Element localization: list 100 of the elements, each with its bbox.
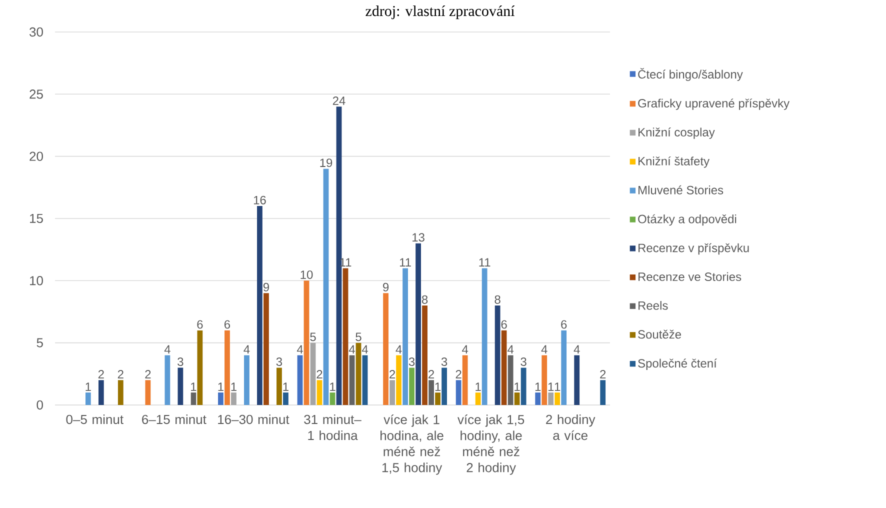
- data-label: 6: [197, 320, 203, 329]
- bar: [362, 355, 368, 405]
- bar: [264, 293, 269, 405]
- legend-label: Reels: [638, 301, 668, 310]
- data-label: 4: [296, 345, 303, 354]
- data-label: 6: [224, 320, 230, 329]
- data-label: 4: [348, 345, 355, 354]
- data-label: 1: [86, 382, 91, 391]
- bar: [561, 330, 567, 405]
- legend-label: Soutěže: [638, 330, 682, 339]
- data-label: 24: [332, 96, 346, 105]
- bar: [330, 392, 336, 405]
- data-label: 1: [330, 382, 336, 391]
- bar: [600, 380, 606, 405]
- data-label: 2: [600, 370, 606, 378]
- data-label: 4: [396, 345, 402, 354]
- data-label: 2: [98, 370, 104, 378]
- bar: [164, 355, 170, 405]
- legend-label: Čtecí bingo/šablony: [638, 68, 743, 81]
- x-tick-label: více jak 1 hodina, ale méně než 1,5 hodiny: [380, 414, 444, 475]
- bar: [402, 268, 408, 405]
- y-tick-label: 20: [30, 152, 43, 161]
- bar: [257, 206, 262, 405]
- bar: [356, 342, 362, 405]
- data-label: 4: [164, 345, 170, 354]
- bar: [416, 243, 421, 405]
- data-label: 5: [310, 332, 316, 342]
- bar: [442, 368, 447, 405]
- data-label: 8: [494, 295, 500, 304]
- bar: [342, 268, 348, 405]
- bar: [323, 168, 329, 405]
- bar: [501, 330, 507, 405]
- bar: [542, 355, 548, 405]
- data-label: 4: [362, 345, 368, 354]
- bar: [390, 380, 395, 405]
- bar: [514, 392, 520, 405]
- data-label: 2: [428, 370, 434, 378]
- data-label: 1: [514, 382, 520, 391]
- data-label: 1: [554, 382, 560, 391]
- data-label: 4: [244, 345, 250, 354]
- bar: [422, 306, 428, 405]
- bar: [494, 306, 500, 405]
- bar: [520, 368, 526, 405]
- data-label: 9: [383, 282, 389, 292]
- data-label: 6: [501, 320, 507, 329]
- legend-label: Graficky upravené příspěvky: [638, 98, 790, 110]
- bar: [383, 293, 388, 405]
- data-label: 2: [316, 370, 322, 378]
- bar: [475, 392, 481, 405]
- data-label: 3: [408, 357, 415, 366]
- data-label: 2: [390, 370, 396, 378]
- bar: [178, 368, 184, 405]
- data-label: 2: [145, 370, 151, 378]
- bar: [283, 392, 288, 405]
- data-label: 16: [254, 196, 266, 204]
- data-label: 13: [412, 233, 424, 242]
- y-tick-label: 30: [30, 27, 43, 37]
- data-label: 1: [191, 382, 196, 391]
- bar: [304, 280, 310, 405]
- data-label: 6: [561, 320, 567, 329]
- legend-label: Knižní cosplay: [638, 128, 715, 139]
- data-label: 4: [541, 345, 548, 354]
- data-label: 1: [218, 382, 224, 391]
- bar: [218, 392, 224, 405]
- bar: [349, 355, 355, 405]
- y-tick-label: 10: [30, 276, 43, 286]
- data-label: 4: [462, 345, 468, 354]
- data-label: 1: [548, 382, 554, 391]
- bar: [428, 380, 434, 405]
- bar: [197, 330, 203, 405]
- bar: [456, 380, 462, 405]
- data-label: 5: [356, 332, 362, 342]
- x-tick-label: více jak 1,5 hodiny, ale méně než 2 hodiny: [458, 414, 524, 475]
- bar: [118, 380, 124, 405]
- bar: [98, 380, 104, 405]
- bar: [145, 380, 151, 405]
- bar: [336, 106, 342, 405]
- bar: [276, 368, 282, 405]
- data-label: 2: [118, 370, 124, 378]
- legend-label: Recenze v příspěvku: [638, 243, 749, 255]
- y-tick-label: 0: [36, 400, 43, 410]
- bar: [548, 392, 554, 405]
- x-tick-label: 0–5 minut: [66, 414, 124, 424]
- legend-label: Otázky a odpovědi: [638, 214, 736, 226]
- data-label: 19: [320, 158, 332, 168]
- data-label: 4: [508, 345, 514, 354]
- legend-label: Recenze ve Stories: [638, 272, 742, 282]
- x-tick-label: 16–30 minut: [218, 414, 290, 424]
- data-label: 3: [178, 357, 184, 366]
- bar: [396, 355, 402, 405]
- bar: [574, 355, 580, 405]
- data-label: 1: [231, 382, 236, 391]
- data-label: 11: [400, 258, 411, 267]
- bar: [244, 355, 250, 405]
- legend-label: Mluvené Stories: [638, 185, 724, 194]
- x-tick-label: 31 minut– 1 hodina: [304, 414, 362, 440]
- data-label: 10: [300, 270, 313, 279]
- data-label: 11: [479, 258, 490, 267]
- data-label: 1: [435, 382, 441, 391]
- bar: [435, 392, 440, 405]
